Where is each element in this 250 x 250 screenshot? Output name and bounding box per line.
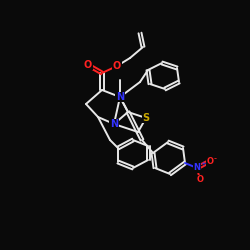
Text: O: O	[196, 176, 203, 184]
Text: S: S	[142, 113, 150, 123]
Text: O: O	[206, 156, 214, 166]
Text: N: N	[110, 119, 118, 129]
Text: -: -	[214, 154, 216, 163]
Text: O: O	[113, 61, 121, 71]
Text: N: N	[194, 164, 200, 172]
Text: +: +	[200, 161, 206, 167]
Text: O: O	[84, 60, 92, 70]
Text: N: N	[116, 92, 124, 102]
